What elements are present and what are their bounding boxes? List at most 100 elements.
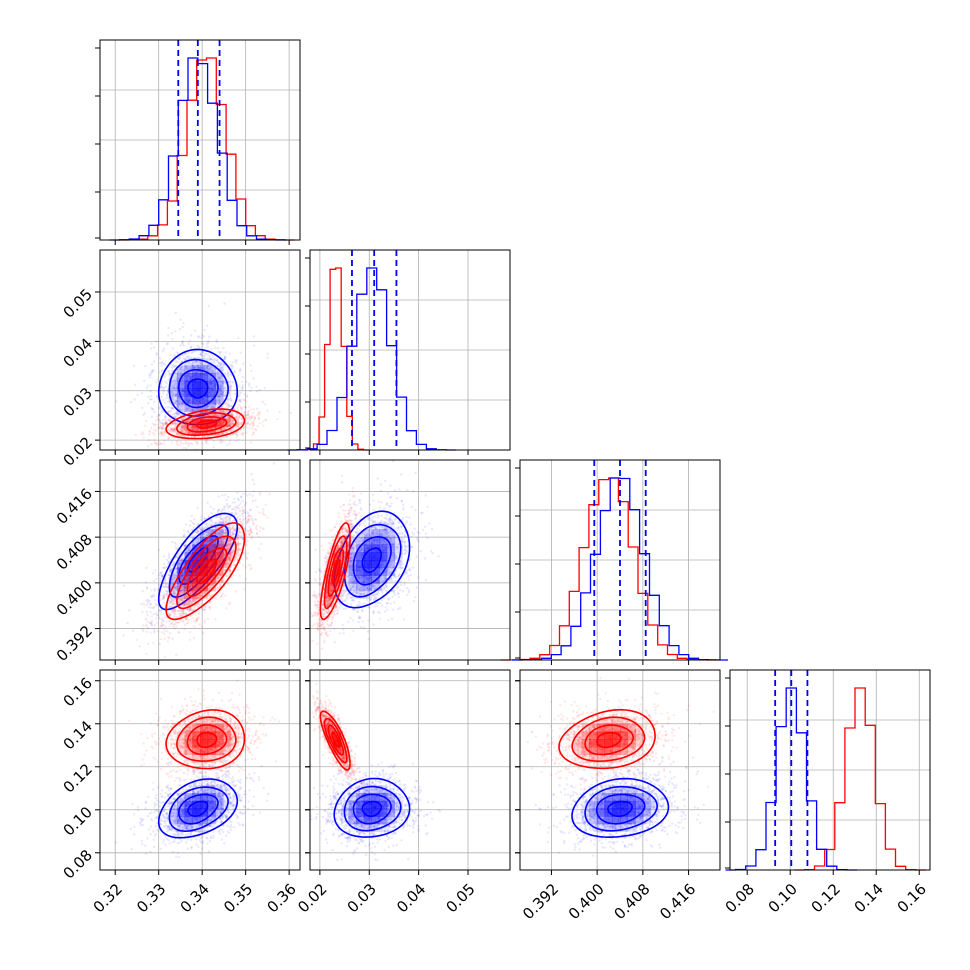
scatter-point — [164, 416, 167, 419]
scatter-point — [134, 433, 138, 437]
scatter-point — [211, 358, 214, 362]
scatter-point — [223, 355, 227, 358]
scatter-point — [141, 624, 145, 627]
scatter-point — [233, 497, 236, 500]
scatter-point — [218, 351, 222, 355]
scatter-point — [190, 351, 194, 355]
scatter-point — [248, 525, 251, 528]
scatter-point — [218, 399, 221, 402]
scatter-point — [217, 377, 221, 380]
scatter-point — [191, 361, 195, 364]
scatter-point — [224, 493, 227, 496]
scatter-point — [184, 366, 187, 369]
scatter-point — [160, 386, 163, 389]
scatter-point — [158, 419, 161, 422]
scatter-point — [227, 375, 230, 378]
scatter-point — [234, 359, 237, 362]
scatter-point — [224, 394, 227, 398]
scatter-point — [210, 348, 213, 351]
scatter-point — [160, 369, 163, 373]
scatter-point — [179, 373, 182, 377]
scatter-point — [187, 444, 190, 448]
scatter-point — [204, 410, 208, 413]
scatter-point — [157, 418, 160, 421]
scatter-point — [193, 427, 197, 430]
scatter-point — [174, 393, 177, 396]
scatter-point — [162, 442, 165, 446]
scatter-point — [209, 358, 212, 361]
scatter-point — [240, 388, 244, 391]
scatter-point — [255, 528, 258, 531]
scatter-point — [195, 360, 199, 363]
scatter-point — [215, 359, 219, 362]
scatter-point — [191, 364, 194, 367]
scatter-point — [211, 405, 214, 408]
panel-frame — [519, 459, 721, 661]
scatter-point — [153, 438, 156, 442]
scatter-point — [153, 599, 157, 602]
scatter-point — [179, 366, 183, 370]
scatter-point — [202, 631, 205, 635]
scatter-point — [221, 440, 224, 444]
scatter-point — [251, 518, 254, 522]
scatter-point — [221, 391, 225, 394]
scatter-point — [176, 432, 179, 435]
scatter-point — [232, 507, 235, 511]
scatter-point — [152, 369, 156, 372]
scatter-point — [192, 617, 195, 620]
scatter-point — [216, 372, 220, 375]
scatter-point — [217, 358, 220, 361]
scatter-point — [165, 342, 169, 346]
scatter-point — [181, 394, 184, 397]
scatter-point — [261, 510, 264, 514]
scatter-point — [166, 370, 170, 373]
histogram-series-red — [302, 267, 369, 451]
scatter-point — [210, 377, 213, 381]
scatter-point — [174, 402, 177, 405]
scatter-point — [168, 620, 171, 623]
scatter-point — [241, 376, 245, 379]
scatter-point — [196, 428, 200, 431]
scatter-point — [182, 442, 185, 445]
scatter-point — [221, 381, 225, 384]
scatter-point — [202, 432, 205, 435]
scatter-point — [208, 367, 211, 371]
scatter-point — [215, 340, 219, 344]
scatter-point — [191, 533, 194, 536]
scatter-point — [167, 406, 171, 409]
scatter-point — [252, 431, 255, 434]
scatter-point — [215, 359, 218, 362]
scatter-point — [141, 611, 144, 614]
scatter-point — [222, 382, 225, 386]
scatter-point — [215, 526, 218, 530]
scatter-point — [212, 371, 215, 374]
scatter-point — [216, 361, 220, 364]
scatter-point — [159, 637, 163, 641]
scatter-point — [146, 587, 149, 590]
scatter-point — [229, 424, 232, 427]
scatter-point — [172, 354, 176, 357]
scatter-point — [183, 352, 186, 355]
scatter-point — [197, 356, 200, 359]
scatter-point — [182, 368, 185, 371]
scatter-point — [219, 366, 223, 369]
scatter-point — [216, 438, 220, 441]
scatter-point — [173, 364, 176, 368]
scatter-point — [156, 600, 159, 603]
scatter-point — [200, 363, 203, 366]
scatter-point — [163, 563, 166, 566]
scatter-point — [148, 606, 151, 609]
scatter-point — [244, 501, 247, 505]
scatter-point — [229, 385, 232, 388]
scatter-point — [158, 642, 161, 646]
scatter-point — [173, 413, 176, 416]
scatter-point — [149, 603, 152, 606]
scatter-point — [224, 351, 228, 354]
scatter-point — [219, 441, 222, 445]
scatter-point — [199, 352, 203, 356]
scatter-point — [184, 447, 188, 450]
scatter-point — [219, 362, 222, 365]
scatter-point — [165, 397, 168, 400]
scatter-point — [153, 423, 157, 426]
scatter-point — [180, 360, 183, 363]
